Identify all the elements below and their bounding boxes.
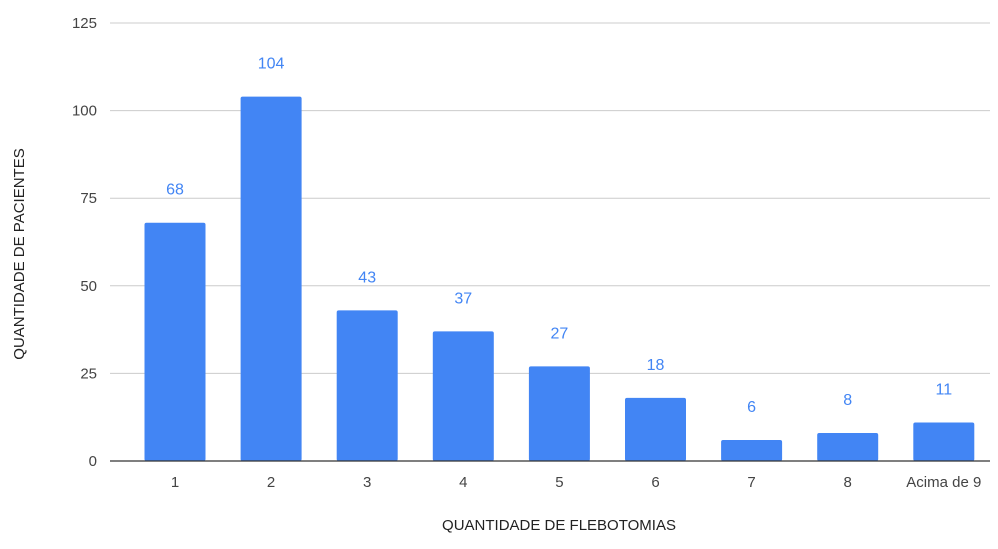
x-axis-ticks: 1 2 3 4 5 6 7 8 Acima de 9 (171, 474, 981, 491)
y-tick-label: 100 (72, 103, 97, 120)
data-label: 37 (454, 290, 472, 307)
data-label: 11 (935, 381, 952, 398)
data-label: 18 (647, 357, 665, 374)
y-tick-label: 125 (72, 15, 97, 32)
bar (625, 397, 686, 461)
x-tick-label: 3 (363, 474, 371, 491)
x-tick-label: 7 (747, 474, 755, 491)
bar (913, 422, 975, 461)
x-tick-label: 6 (651, 474, 659, 491)
x-tick-label: 2 (267, 474, 275, 491)
data-label: 104 (258, 56, 285, 73)
x-tick-label: 4 (459, 474, 467, 491)
y-tick-label: 25 (80, 365, 97, 382)
bar (721, 439, 783, 461)
x-tick-label: 1 (171, 474, 179, 491)
y-tick-label: 0 (89, 453, 97, 470)
data-label: 68 (166, 182, 184, 199)
y-axis-title: QUANTIDADE DE PACIENTES (11, 148, 28, 359)
x-tick-label: Acima de 9 (906, 474, 981, 491)
y-tick-label: 50 (80, 278, 97, 295)
data-label: 6 (747, 399, 756, 416)
y-tick-label: 75 (80, 190, 97, 207)
y-axis-ticks: 0 25 50 75 100 125 (72, 15, 97, 470)
bars (144, 96, 975, 462)
x-tick-label: 8 (844, 474, 852, 491)
bar (144, 222, 206, 461)
data-label: 27 (551, 325, 569, 342)
bar (817, 432, 879, 461)
data-label: 8 (843, 392, 852, 409)
bar (336, 310, 398, 461)
bar (528, 366, 590, 461)
x-axis-title: QUANTIDADE DE FLEBOTOMIAS (442, 517, 676, 534)
bar (240, 96, 302, 462)
x-tick-label: 5 (555, 474, 563, 491)
data-label: 43 (358, 269, 376, 286)
bar (432, 331, 494, 461)
